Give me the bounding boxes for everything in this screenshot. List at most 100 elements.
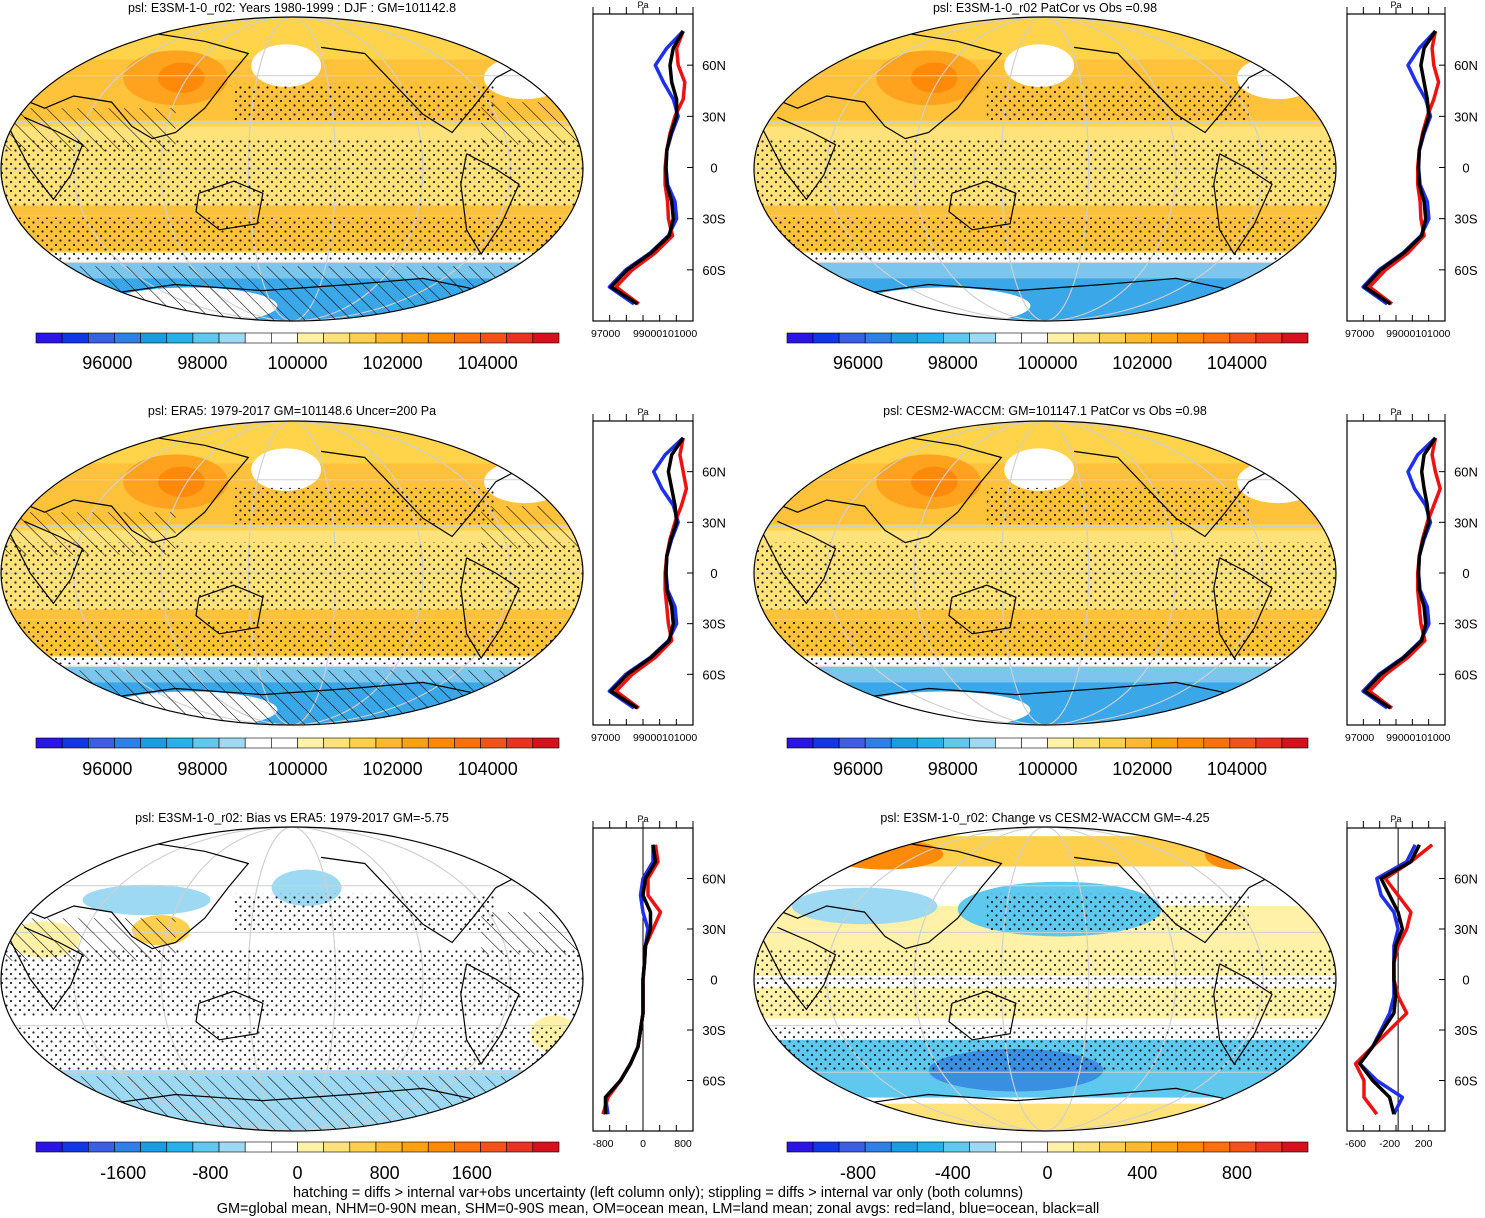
colorbar-swatch (995, 332, 1022, 344)
hatching-southern (1, 1076, 583, 1131)
colorbar-swatch (166, 332, 194, 344)
colorbar-swatch (35, 737, 63, 749)
aleutian-low (251, 448, 322, 491)
colorbar-tick-label: 98000 (177, 759, 227, 779)
colorbar-swatch (1255, 1141, 1283, 1153)
colorbar-tick-label: 1600 (452, 1163, 492, 1183)
panel-1: psl: E3SM-1-0_r02: Years 1980-1999 : DJF… (0, 0, 726, 373)
profile-lat-label: 0 (710, 161, 717, 176)
colorbar-swatch (942, 737, 970, 749)
stippling-tropics (754, 948, 1336, 1016)
colorbar-tick-label: 104000 (458, 759, 518, 779)
coastline-south-america (1213, 153, 1273, 256)
colorbar-swatch (1047, 1141, 1074, 1153)
profile-unit-label: Pa (637, 814, 648, 824)
colorbar-swatch (349, 737, 377, 749)
profile-land-line (1367, 437, 1442, 710)
colorbar-swatch (890, 737, 918, 749)
colorbar-swatch (192, 1141, 220, 1153)
profile-x-tick-label: -600 (1345, 1138, 1366, 1150)
colorbar-swatch (1099, 737, 1126, 749)
colorbar-swatch (114, 1141, 141, 1153)
colorbar-swatch (454, 332, 481, 344)
neg-anomaly-asia (82, 884, 211, 916)
colorbar-swatch (969, 737, 996, 749)
stippling-tropics (754, 542, 1336, 610)
coastline-south-america (460, 153, 520, 256)
colorbar-swatch (1125, 737, 1153, 749)
colorbar-tick-label: -400 (935, 1163, 971, 1183)
colorbar-swatch (323, 737, 351, 749)
colorbar-swatch (427, 1141, 455, 1153)
profile-lat-label: 60S (1454, 263, 1477, 278)
colorbar-tick-label: 102000 (363, 759, 423, 779)
profile-all-line (1358, 844, 1421, 1115)
colorbar-swatch (864, 1141, 892, 1153)
coastline-australia (195, 180, 264, 231)
hatching-southern (1, 266, 583, 321)
panel-title: psl: E3SM-1-0_r02 PatCor vs Obs =0.98 (933, 1, 1157, 15)
colorbar-swatch (349, 1141, 377, 1153)
colorbar-swatch (1099, 332, 1126, 344)
panel-2: psl: E3SM-1-0_r02 PatCor vs Obs =0.98 960… (753, 0, 1478, 373)
coastline-antarctica (841, 277, 1235, 298)
profile-x-tick-label: 97000 (1345, 732, 1374, 744)
colorbar-tick-label: 96000 (82, 759, 132, 779)
profile-x-tick-label: 97000 (1345, 328, 1374, 340)
zonal-profile: Pa 60N 30N 0 30S 60S 97000 99000101000 (591, 0, 726, 340)
colorbar-swatch (349, 332, 377, 344)
colorbar-tick-label: 102000 (363, 353, 423, 373)
zonal-profile: Pa 60N 30N 0 30S 60S -800 0 800 (592, 814, 726, 1150)
profile-unit-label: Pa (637, 407, 648, 417)
profile-lat-label: 0 (710, 973, 717, 988)
profile-land-line (614, 437, 689, 710)
colorbar-swatch (812, 1141, 840, 1153)
colorbar-tick-label: 96000 (833, 759, 883, 779)
profile-lat-label: 30S (1454, 1023, 1477, 1038)
map-outline (0, 16, 584, 322)
colorbar-swatch (969, 332, 996, 344)
colorbar-swatch (401, 332, 429, 344)
colorbar-tick-label: -1600 (100, 1163, 146, 1183)
profile-x-tick-label: -800 (592, 1138, 613, 1150)
colorbar-swatch (244, 1141, 272, 1153)
colorbar-tick-label: 800 (370, 1163, 400, 1183)
colorbar-swatch (480, 332, 507, 344)
coastline-australia (948, 990, 1017, 1041)
aleutian-low (1004, 44, 1075, 87)
coastline-south-america (460, 963, 520, 1066)
zonal-profile: Pa 60N 30N 0 30S 60S 97000 99000101000 (1345, 0, 1478, 340)
colorbar-swatch (192, 332, 220, 344)
colorbar-swatch (1021, 332, 1048, 344)
colorbar-swatch (271, 1141, 298, 1153)
colorbar-tick-label: 100000 (267, 759, 327, 779)
colorbar-swatch (1021, 737, 1048, 749)
colorbar-swatch (1281, 737, 1309, 749)
hatching-atlantic (481, 912, 583, 955)
profile-x-tick-label: 99000101000 (633, 328, 697, 340)
colorbar-tick-label: 400 (1127, 1163, 1157, 1183)
colorbar-swatch (1073, 332, 1100, 344)
profile-all-line (609, 30, 685, 306)
colorbar-swatch (506, 1141, 534, 1153)
coastline-africa (6, 520, 84, 605)
colorbar-tick-label: 98000 (928, 759, 978, 779)
profile-x-tick-label: 97000 (591, 732, 620, 744)
panel-title: psl: E3SM-1-0_r02: Change vs CESM2-WACCM… (880, 811, 1209, 825)
colorbar-swatch (1177, 1141, 1205, 1153)
field-band-arctic (754, 836, 1336, 867)
coastline-australia (195, 990, 264, 1041)
colorbar-swatch (1021, 1141, 1048, 1153)
hatching-eurasia (1, 918, 176, 961)
hatching-southern (1, 670, 583, 725)
colorbar-swatch (995, 1141, 1022, 1153)
colorbar-swatch (942, 1141, 970, 1153)
colorbar-swatch (140, 332, 168, 344)
profile-lat-label: 60N (1454, 58, 1478, 73)
colorbar-swatch (916, 1141, 944, 1153)
pos-anomaly-greenland (1205, 839, 1264, 870)
colorbar-swatch (890, 1141, 918, 1153)
colorbar-tick-label: 104000 (1207, 353, 1267, 373)
colorbar-swatch (427, 737, 455, 749)
